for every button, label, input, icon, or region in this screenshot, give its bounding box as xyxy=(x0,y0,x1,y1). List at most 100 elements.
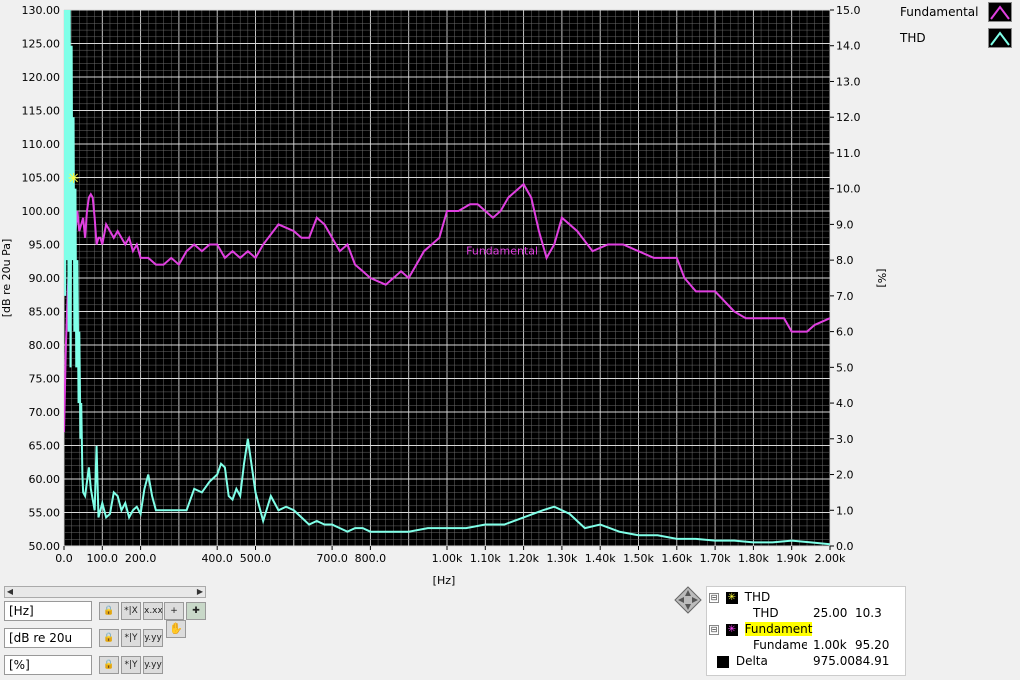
crosshair-cursor-icon[interactable]: ✚ xyxy=(186,602,206,620)
series-label-fundamental: Fundamental xyxy=(466,245,538,258)
cursor-row-thd-name: THD xyxy=(753,606,779,620)
series-line-thd xyxy=(64,10,830,546)
cursor-fundamental-y: 95.20 xyxy=(855,638,890,652)
y-right-tick-label: 9.0 xyxy=(836,218,854,231)
zoom-icon[interactable]: + xyxy=(164,602,184,620)
graph-palette: + ✚ xyxy=(164,602,206,620)
cursor-group-thd-name: THD xyxy=(744,590,771,604)
grid xyxy=(63,9,831,547)
series-layer: Fundamental xyxy=(64,10,830,546)
y-left-tick-label: 55.00 xyxy=(29,507,61,520)
thd-cursor-icon[interactable]: ✳ xyxy=(725,591,738,604)
y-left-tick-label: 70.00 xyxy=(29,406,61,419)
y-right-tick-label: 2.0 xyxy=(836,469,854,482)
x-tick-label: 1.90k xyxy=(776,552,807,565)
x-autoscale-button[interactable]: *|X xyxy=(121,602,141,620)
series-line-fundamental xyxy=(64,182,830,433)
cursor-group-fundamental[interactable]: ⊟ ✳ Fundament xyxy=(709,621,813,637)
x-axis-row: [Hz] 🔒 *|X x.xx xyxy=(4,601,163,621)
x-axis-name-field[interactable]: [Hz] xyxy=(4,601,92,621)
y-left-tick-label: 115.00 xyxy=(22,105,61,118)
y-right-format-button[interactable]: y.yy xyxy=(143,656,163,674)
y-right-tick-label: 1.0 xyxy=(836,504,854,517)
y-left-tick-label: 65.00 xyxy=(29,440,61,453)
cursor-row-delta-name: Delta xyxy=(735,654,768,668)
y-right-autoscale-button[interactable]: *|Y xyxy=(121,656,141,674)
y-right-tick-label: 6.0 xyxy=(836,326,854,339)
x-scrollbar[interactable]: ◀ ▶ xyxy=(4,586,206,598)
cursor-fundamental-x: 1.00k xyxy=(813,638,847,652)
x-tick-label: 1.30k xyxy=(546,552,577,565)
y-left-tick-label: 120.00 xyxy=(22,71,61,84)
y-right-tick-label: 8.0 xyxy=(836,254,854,267)
collapse-fundamental-icon[interactable]: ⊟ xyxy=(709,624,719,635)
x-lock-icon[interactable]: 🔒 xyxy=(99,602,119,620)
cursor-group-fundamental-name: Fundament xyxy=(744,622,813,636)
y-right-lock-icon[interactable]: 🔒 xyxy=(99,656,119,674)
x-tick-label: 500.0 xyxy=(240,552,272,565)
x-tick-label: 700.0 xyxy=(316,552,348,565)
y-left-tick-label: 80.00 xyxy=(29,339,61,352)
y-right-tick-label: 12.0 xyxy=(836,111,861,124)
y-right-tick-label: 11.0 xyxy=(836,147,861,160)
y-left-tick-label: 50.00 xyxy=(29,540,61,553)
y-right-tick-label: 5.0 xyxy=(836,361,854,374)
y-right-tick-label: 10.0 xyxy=(836,183,861,196)
cursor-thd-x: 25.00 xyxy=(813,606,848,620)
y-left-tick-label: 60.00 xyxy=(29,473,61,486)
legend-swatch-fundamental-icon[interactable] xyxy=(988,2,1012,22)
y-left-format-button[interactable]: y.yy xyxy=(143,629,163,647)
legend-item-fundamental[interactable]: Fundamental xyxy=(900,2,1012,22)
y-right-tick-label: 15.0 xyxy=(836,4,861,17)
y-left-tick-label: 90.00 xyxy=(29,272,61,285)
thd-cursor-marker[interactable] xyxy=(68,172,79,183)
x-tick-label: 1.60k xyxy=(661,552,692,565)
y-left-tick-label: 105.00 xyxy=(22,172,61,185)
x-tick-label: 200.0 xyxy=(125,552,157,565)
fundamental-cursor-icon[interactable]: ✳ xyxy=(725,623,738,636)
scroll-right-icon[interactable]: ▶ xyxy=(196,587,204,596)
x-tick-label: 1.00k xyxy=(432,552,463,565)
y-right-tick-label: 3.0 xyxy=(836,433,854,446)
chart: Fundamental 0.0 100.0 200.0 400.0 500.0 700.0… xyxy=(0,4,888,587)
y-left-lock-icon[interactable]: 🔒 xyxy=(99,629,119,647)
x-tick-label: 1.50k xyxy=(623,552,654,565)
y-right-tick-label: 7.0 xyxy=(836,290,854,303)
y-left-tick-label: 125.00 xyxy=(22,38,61,51)
cursor-group-thd[interactable]: ⊟ ✳ THD xyxy=(709,589,770,605)
cursor-move-diamond-icon[interactable] xyxy=(674,586,702,614)
y-left-axis-label: [dB re 20u Pa] xyxy=(0,239,13,318)
pan-hand-icon[interactable]: ✋ xyxy=(166,620,186,638)
y-left-tick-label: 85.00 xyxy=(29,306,61,319)
y-left-axis-row: [dB re 20u 🔒 *|Y y.yy xyxy=(4,628,163,648)
y-right-axis-name-field[interactable]: [%] xyxy=(4,655,92,675)
cursor-delta-x: 975.00 xyxy=(813,654,855,668)
y-right-tick-label: 13.0 xyxy=(836,75,861,88)
y-left-tick-label: 95.00 xyxy=(29,239,61,252)
legend-swatch-thd-icon[interactable] xyxy=(988,28,1012,48)
cursor-thd-y: 10.3 xyxy=(855,606,882,620)
x-tick-label: 100.0 xyxy=(87,552,119,565)
y-right-tick-label: 0.0 xyxy=(836,540,854,553)
x-tick-label: 400.0 xyxy=(201,552,233,565)
scroll-left-icon[interactable]: ◀ xyxy=(6,587,14,596)
legend-item-thd[interactable]: THD xyxy=(900,28,1012,48)
x-tick-label: 1.20k xyxy=(508,552,539,565)
legend-label-fundamental: Fundamental xyxy=(900,5,979,19)
x-tick-label: 1.70k xyxy=(700,552,731,565)
y-left-tick-label: 110.00 xyxy=(22,138,61,151)
cursor-row-fundamental: Fundame xyxy=(753,637,807,653)
x-axis-label: [Hz] xyxy=(433,574,456,587)
y-left-axis-name-field[interactable]: [dB re 20u xyxy=(4,628,92,648)
y-left-autoscale-button[interactable]: *|Y xyxy=(121,629,141,647)
collapse-thd-icon[interactable]: ⊟ xyxy=(709,592,719,603)
cursor-row-thd: THD xyxy=(753,605,779,621)
x-tick-label: 0.0 xyxy=(55,552,73,565)
cursor-legend: ⊟ ✳ THD THD 25.00 10.3 ⊟ ✳ Fundament Fun… xyxy=(706,586,906,676)
x-tick-label: 1.10k xyxy=(470,552,501,565)
cursor-delta-y: 84.91 xyxy=(855,654,890,668)
cursor-row-fundamental-name: Fundame xyxy=(753,638,807,652)
x-format-button[interactable]: x.xx xyxy=(143,602,163,620)
y-right-tick-label: 4.0 xyxy=(836,397,854,410)
y-left-tick-label: 100.00 xyxy=(22,205,61,218)
